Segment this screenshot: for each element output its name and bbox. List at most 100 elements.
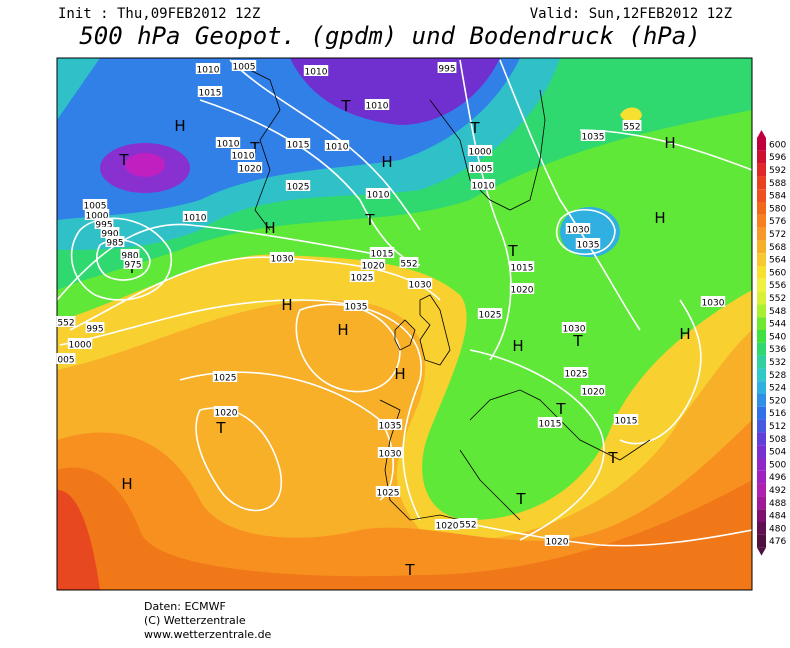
isobar-label: 1030 <box>567 226 590 236</box>
colorbar: 600 596 592 588 584 580 576 572 568 564 560 556 552 5… <box>757 130 786 556</box>
colorbar-swatch <box>757 483 766 497</box>
isobar-label: 995 <box>86 325 103 335</box>
colorbar-swatch <box>757 394 766 407</box>
isobar-label-bg <box>94 218 114 229</box>
isobar-label: 1015 <box>511 264 534 274</box>
isobar-label-bg <box>375 486 401 497</box>
isobar-label-bg <box>230 149 256 160</box>
isobar-label: 1010 <box>367 191 390 201</box>
colorbar-label: 552 <box>769 294 786 304</box>
footer-line: Daten: ECMWF <box>144 600 226 613</box>
colorbar-label: 548 <box>769 307 786 317</box>
isobar-label-bg <box>575 238 601 249</box>
isobar-label: 1005 <box>470 165 493 175</box>
isobar-label: 1025 <box>351 274 374 284</box>
isobar-label: 1035 <box>577 241 600 251</box>
pressure-center: T <box>507 242 518 260</box>
pressure-center: T <box>340 97 351 115</box>
isobar-label: 1020 <box>546 538 569 548</box>
colorbar-swatch <box>757 291 766 305</box>
colorbar-swatch <box>757 419 766 433</box>
isobar-label-bg <box>544 535 570 546</box>
isobar-label-bg <box>470 179 496 190</box>
init-time: Init : Thu,09FEB2012 12Z <box>58 6 260 22</box>
footer-line: www.wetterzentrale.de <box>144 628 272 641</box>
map-field <box>57 58 752 590</box>
isobar-label-bg <box>437 62 457 73</box>
isobar-label-bg <box>182 211 208 222</box>
isobar-label: 1035 <box>345 303 368 313</box>
isobar-label-bg <box>468 162 494 173</box>
colorbar-swatch <box>757 509 766 522</box>
isobar-label-bg <box>82 199 108 210</box>
pressure-center: H <box>337 321 348 339</box>
colorbar-label: 484 <box>769 512 786 522</box>
isobar-label-bg <box>360 259 386 270</box>
isobar-label: 552 <box>400 260 417 270</box>
colorbar-label: 520 <box>769 396 786 406</box>
isobar-label-bg <box>269 252 295 263</box>
isobar-label-bg <box>369 247 395 258</box>
pressure-center: H <box>394 365 405 383</box>
colorbar-swatch <box>757 381 766 394</box>
colorbar-label: 528 <box>769 371 786 381</box>
isobar-label: 1000 <box>469 148 492 158</box>
isobar-label-bg <box>467 145 493 156</box>
isobar-label-bg <box>285 180 311 191</box>
colorbar-swatch <box>757 342 766 356</box>
colorbar-swatch <box>757 330 766 343</box>
isobar-label-bg <box>561 322 587 333</box>
isobar-label-bg <box>56 316 76 327</box>
isobar-label-bg <box>377 419 403 430</box>
pressure-center: T <box>515 490 526 508</box>
pressure-center: H <box>264 219 275 237</box>
colorbar-swatch <box>757 458 766 471</box>
pressure-center: H <box>654 209 665 227</box>
isobar-label: 1015 <box>371 250 394 260</box>
colorbar-label: 544 <box>769 320 786 330</box>
footer-line: (C) Wetterzentrale <box>144 614 246 627</box>
isobar-label-bg <box>509 283 535 294</box>
isobar-label-bg <box>84 209 110 220</box>
valid-time: Valid: Sun,12FEB2012 12Z <box>530 6 732 22</box>
colorbar-label: 568 <box>769 243 786 253</box>
colorbar-swatch <box>757 214 766 228</box>
colorbar-swatch <box>757 278 766 292</box>
isobar-label-bg <box>231 60 257 71</box>
colorbar-tip <box>757 130 766 138</box>
isobar-label: 1025 <box>214 374 237 384</box>
isobar-label: 1010 <box>197 66 220 76</box>
pressure-center: H <box>664 134 675 152</box>
isobar-label-bg <box>100 227 120 238</box>
isobar-label-bg <box>56 353 76 364</box>
isobar-label-bg <box>237 162 263 173</box>
colorbar-label: 584 <box>769 192 786 202</box>
pressure-center: H <box>174 117 185 135</box>
isobar-label: 1010 <box>305 68 328 78</box>
colorbar-label: 540 <box>769 332 786 342</box>
isobar-label-bg <box>458 518 478 529</box>
isobar-label: 1030 <box>702 299 725 309</box>
isobar-label: 1030 <box>379 450 402 460</box>
colorbar-swatch <box>757 304 766 318</box>
isobar-label-bg <box>212 371 238 382</box>
isobar-label-bg <box>565 223 591 234</box>
pressure-center: T <box>469 119 480 137</box>
footer: Daten: ECMWF(C) Wetterzentralewww.wetter… <box>144 600 272 641</box>
colorbar-swatch <box>757 534 766 548</box>
isobar-label: 1000 <box>86 212 109 222</box>
isobar-label: 1030 <box>563 325 586 335</box>
isobar-label-bg <box>105 236 125 247</box>
isobar-label: 1035 <box>582 133 605 143</box>
colorbar-swatch <box>757 317 766 330</box>
colorbar-tip <box>757 547 766 556</box>
isobar-label-bg <box>563 367 589 378</box>
isobar-label: 1005 <box>84 202 107 212</box>
isobar-label-bg <box>197 86 223 97</box>
pressure-center: H <box>121 475 132 493</box>
isobar-label-bg <box>700 296 726 307</box>
isobar-label: 980 <box>121 252 138 262</box>
isobar-label-bg <box>399 257 419 268</box>
pressure-center: T <box>607 449 618 467</box>
